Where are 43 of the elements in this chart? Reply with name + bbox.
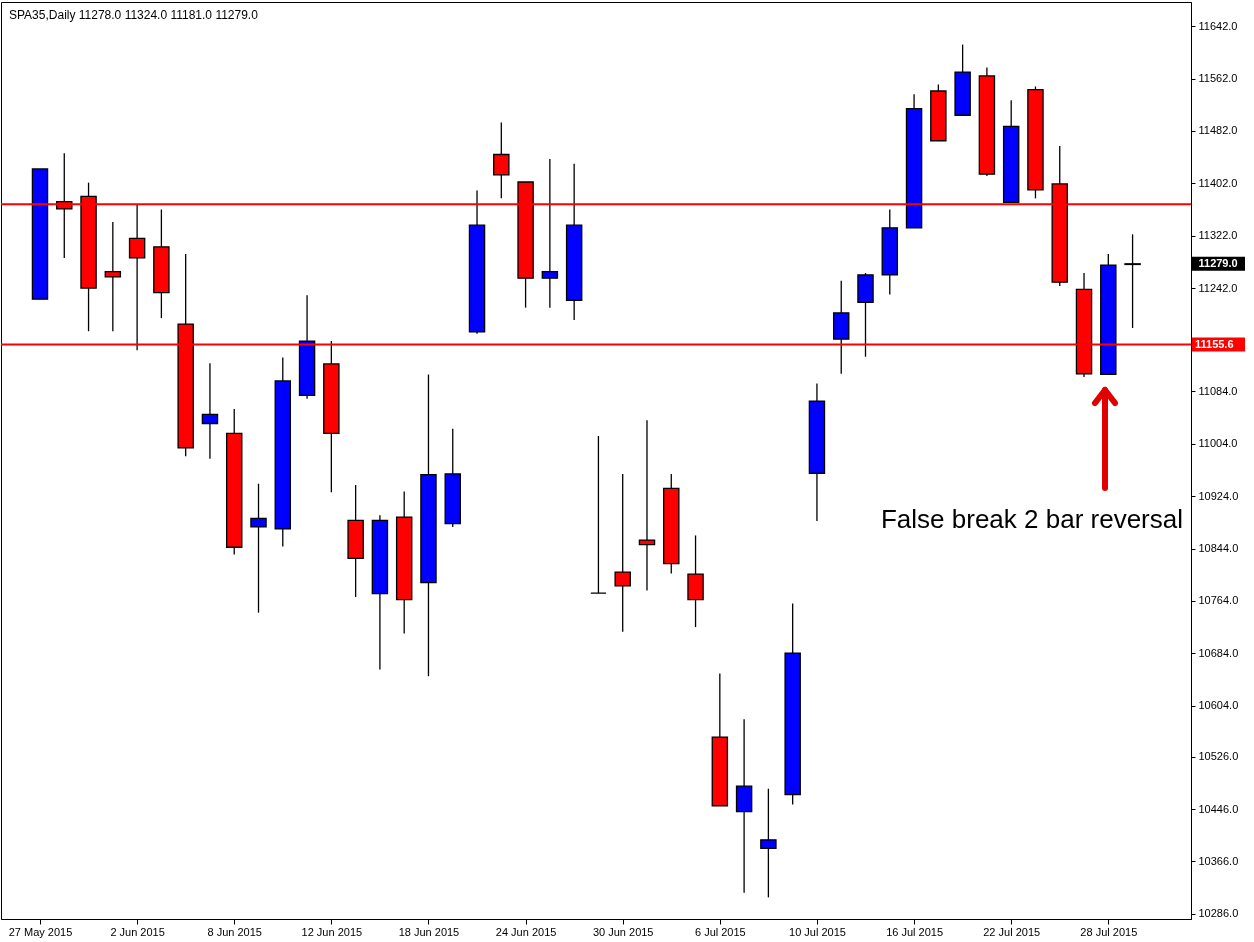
- y-tick-label: 11322.0: [1198, 229, 1238, 242]
- y-tick-label: 11242.0: [1198, 281, 1238, 294]
- candlestick: [614, 473, 631, 633]
- candlestick: [760, 788, 777, 899]
- candlestick: [638, 419, 656, 592]
- ref-line-label: 11155.6: [1195, 337, 1234, 350]
- x-tick-label: 10 Jul 2015: [789, 925, 846, 938]
- x-tick-label: 22 Jul 2015: [983, 925, 1041, 938]
- annotation: False break 2 bar reversal: [880, 504, 1183, 534]
- x-tick-label: 18 Jun 2015: [398, 925, 460, 938]
- x-tick-label: 27 May 2015: [8, 925, 73, 938]
- x-tick-label: 24 Jun 2015: [495, 925, 557, 938]
- y-tick-label: 10366.0: [1198, 854, 1239, 867]
- y-tick-label: 10526.0: [1198, 750, 1239, 763]
- y-tick-label: 10924.0: [1198, 489, 1239, 502]
- candlestick: [541, 158, 559, 309]
- x-tick-label: 12 Jun 2015: [301, 925, 363, 938]
- y-tick-label: 11642.0: [1198, 19, 1238, 32]
- x-tick-label: 30 Jun 2015: [592, 925, 654, 938]
- y-tick-label: 10844.0: [1198, 542, 1239, 555]
- y-tick-label: 10604.0: [1198, 699, 1239, 712]
- x-tick-label: 16 Jul 2015: [886, 925, 944, 938]
- y-tick-label: 10684.0: [1198, 646, 1239, 659]
- y-tick-label: 11402.0: [1198, 176, 1238, 189]
- y-tick-label: 10286.0: [1198, 907, 1239, 920]
- x-tick-label: 6 Jul 2015: [694, 925, 746, 938]
- text: SPA35,Daily 11278.0 11324.0 11181.0 11279.0: [9, 8, 259, 22]
- y-tick-label: 11004.0: [1198, 437, 1238, 450]
- y-tick-label: 10764.0: [1198, 594, 1239, 607]
- x-tick-label: 8 Jun 2015: [207, 925, 262, 938]
- candlestick: [590, 435, 607, 594]
- y-tick-label: 11482.0: [1198, 124, 1238, 137]
- y-tick-label: 10446.0: [1198, 802, 1239, 815]
- candlestick: [201, 362, 219, 460]
- candlestick: [493, 121, 510, 200]
- candlestick: [1124, 233, 1141, 329]
- candlestick: [250, 483, 267, 614]
- y-tick-label: 11084.0: [1198, 384, 1238, 397]
- candlestick: [104, 221, 122, 332]
- y-tick-label: 11562.0: [1198, 72, 1238, 85]
- x-tick-label: 28 Jul 2015: [1080, 925, 1138, 938]
- x-tick-label: 2 Jun 2015: [110, 925, 165, 938]
- y-tick-label: 11279.0: [1198, 257, 1238, 270]
